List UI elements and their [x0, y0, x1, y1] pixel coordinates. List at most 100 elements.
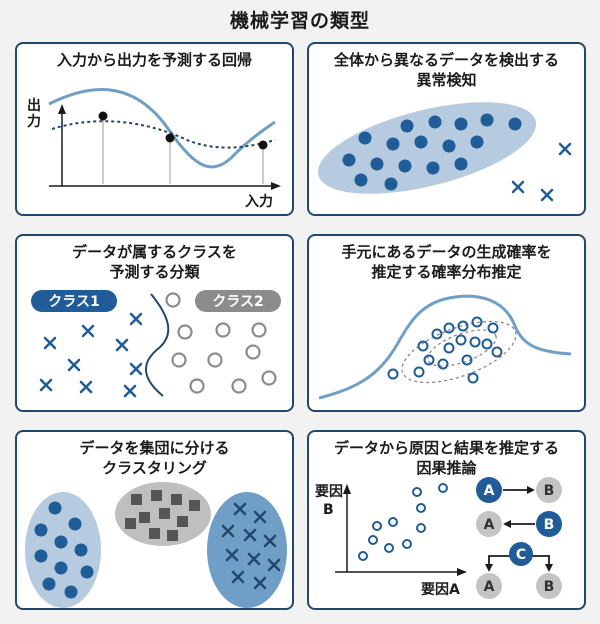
regression-x-label: 入力: [245, 193, 273, 210]
point: [388, 517, 398, 527]
class2-badge: [195, 290, 281, 312]
sample: [417, 340, 429, 352]
point: [34, 549, 48, 563]
point: [438, 483, 448, 493]
cross: [81, 324, 95, 338]
square: [171, 494, 182, 505]
sample: [481, 338, 493, 350]
sample: [467, 372, 479, 384]
point: [428, 115, 442, 129]
clustering-title: データを集団に分ける クラスタリング: [79, 439, 230, 477]
cross: [263, 534, 277, 548]
cross: [129, 362, 143, 376]
point: [54, 535, 68, 549]
node-a-label: A: [484, 483, 495, 499]
ring: [245, 344, 261, 360]
point: [54, 561, 68, 575]
cluster-3-points: [221, 502, 281, 590]
point: [470, 135, 484, 149]
cross: [247, 552, 261, 566]
class2-points: [165, 292, 277, 394]
point: [416, 523, 426, 533]
point: [42, 577, 56, 591]
cross: [225, 548, 239, 562]
cross: [39, 378, 53, 392]
anomaly-diagram: [317, 102, 572, 202]
sample: [455, 334, 467, 346]
causal-panel: データから原因と結果を推定する 因果推論 要因 B 要因A: [307, 430, 586, 610]
square: [149, 528, 160, 539]
square: [125, 518, 136, 529]
decision-boundary: [145, 293, 170, 397]
cluster-1-points: [34, 501, 94, 599]
clustering-diagram: [25, 482, 287, 608]
point: [358, 551, 368, 561]
cross: [123, 384, 137, 398]
causal-graph-3: C A B: [476, 542, 562, 599]
cross: [115, 338, 129, 352]
arrowhead: [485, 564, 493, 572]
cluster-1-region: [25, 492, 101, 608]
regression-y-label-2: 力: [27, 113, 41, 130]
sample: [469, 336, 481, 348]
class1-points: [39, 312, 143, 398]
causal-y-label-1: 要因: [315, 484, 343, 500]
point: [354, 173, 368, 187]
point: [416, 503, 426, 513]
class1-badge: [31, 290, 117, 312]
sample: [437, 358, 449, 370]
square: [131, 494, 142, 505]
square: [189, 500, 200, 511]
causal-x-label: 要因A: [421, 582, 460, 598]
cross: [67, 358, 81, 372]
point: [454, 117, 468, 131]
sample-points: [387, 316, 503, 384]
page-title: 機械学習の類型: [229, 10, 370, 32]
point: [414, 135, 428, 149]
true-curve: [48, 88, 276, 169]
point: [68, 517, 82, 531]
point: [370, 157, 384, 171]
data-point: [258, 140, 268, 150]
square: [177, 516, 188, 527]
ring: [171, 352, 187, 368]
square: [139, 512, 150, 523]
anomaly-title: 全体から異なるデータを検出する 異常検知: [333, 51, 559, 89]
causal-graph-1: A B: [476, 477, 562, 503]
point: [80, 565, 94, 579]
point: [386, 137, 400, 151]
cross: [129, 312, 143, 326]
node-c-label: C: [516, 547, 526, 563]
cross: [253, 510, 267, 524]
regression-y-label-1: 出: [27, 97, 41, 114]
class2-label: クラス2: [212, 294, 263, 310]
sample: [487, 322, 499, 334]
regression-panel: 入力から出力を予測する回帰 出 力 入力: [15, 42, 294, 216]
ring: [261, 370, 277, 386]
data-point: [165, 133, 175, 143]
anomaly-points: [511, 142, 572, 202]
y-axis-arrow: [343, 484, 351, 494]
sample: [387, 368, 399, 380]
point: [412, 487, 422, 497]
y-axis-arrow: [58, 104, 66, 114]
cross: [79, 380, 93, 394]
causal-title: データから原因と結果を推定する 因果推論: [333, 439, 559, 477]
arrowhead: [503, 520, 511, 528]
sample: [413, 366, 425, 378]
point: [74, 543, 88, 557]
cluster-2-points: [125, 490, 200, 541]
point: [48, 501, 62, 515]
sample: [461, 354, 473, 366]
node-b-label: B: [544, 517, 555, 533]
predicted-curve: [51, 120, 276, 149]
inner-contour: [427, 329, 497, 367]
node-b: [536, 511, 562, 537]
class1-label: クラス1: [48, 294, 99, 310]
edge: [488, 555, 511, 568]
node-b-label: B: [544, 579, 555, 595]
sample: [431, 328, 443, 340]
cluster-3-region: [207, 492, 287, 608]
cross: [43, 336, 57, 350]
anomaly-cross: [558, 142, 572, 156]
